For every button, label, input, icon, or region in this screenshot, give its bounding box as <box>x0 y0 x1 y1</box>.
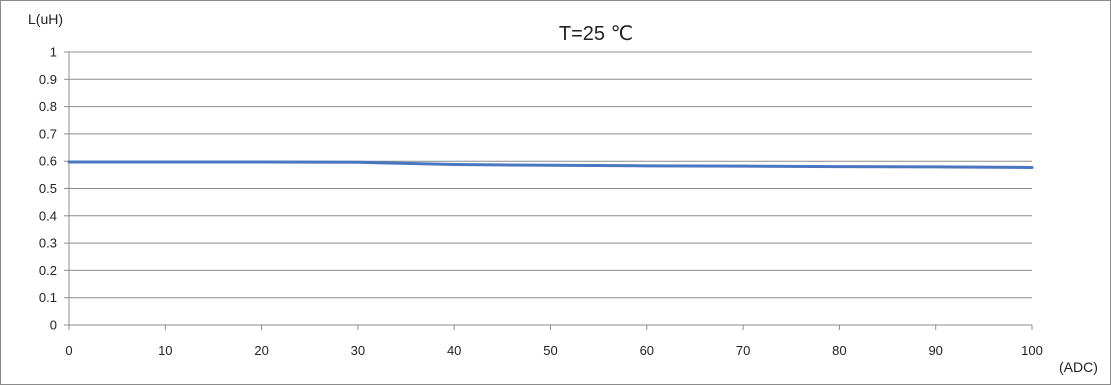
y-tick-label: 1 <box>50 45 57 60</box>
x-tick-label: 30 <box>351 343 365 358</box>
y-tick-label: 0.2 <box>39 263 57 278</box>
x-tick-label: 90 <box>928 343 942 358</box>
x-tick-label: 70 <box>736 343 750 358</box>
y-tick-label: 0 <box>50 318 57 333</box>
y-tick-label: 0.1 <box>39 290 57 305</box>
x-tick-label: 60 <box>640 343 654 358</box>
x-tick-label: 100 <box>1021 343 1043 358</box>
y-tick-labels: 0 0.1 0.2 0.3 0.4 0.5 0.6 0.7 0.8 0.9 1 <box>39 45 57 333</box>
y-tick-label: 0.8 <box>39 99 57 114</box>
x-tick-label: 50 <box>543 343 557 358</box>
series-group <box>67 160 1034 169</box>
y-tick-label: 0.9 <box>39 72 57 87</box>
y-tick-label: 0.5 <box>39 181 57 196</box>
x-tick-labels: 0 10 20 30 40 50 60 70 80 90 100 <box>65 343 1042 358</box>
y-axis-title: L(uH) <box>28 11 63 27</box>
y-tick-label: 0.4 <box>39 208 57 223</box>
x-tick-label: 80 <box>832 343 846 358</box>
x-tick-label: 0 <box>65 343 72 358</box>
y-tick-label: 0.3 <box>39 236 57 251</box>
series-line <box>67 160 1034 169</box>
chart-title: T=25 ℃ <box>559 23 633 45</box>
x-tick-label: 40 <box>447 343 461 358</box>
x-tick-label: 20 <box>254 343 268 358</box>
axes <box>64 51 1033 330</box>
y-tick-label: 0.6 <box>39 154 57 169</box>
y-tick-label: 0.7 <box>39 126 57 141</box>
x-tick-label: 10 <box>158 343 172 358</box>
x-axis-title: (ADC) <box>1059 359 1098 375</box>
